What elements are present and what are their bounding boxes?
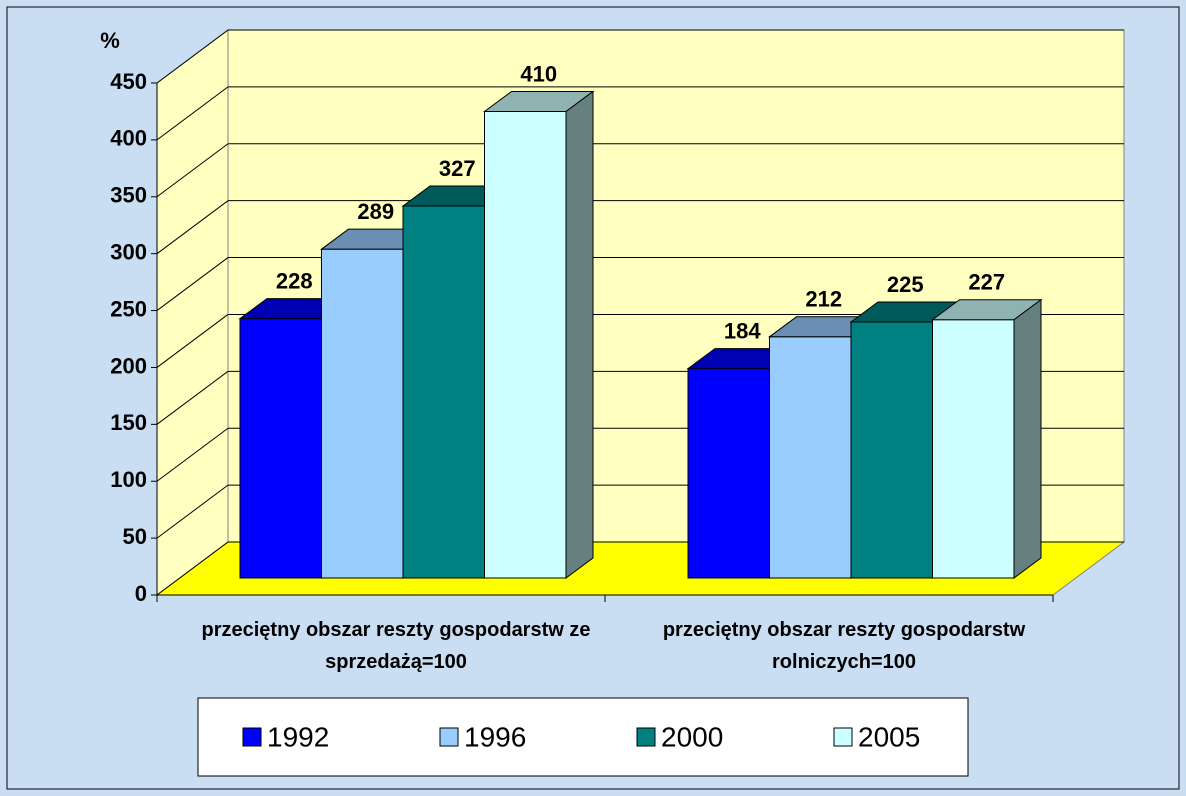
y-tick-label: 200 [110,353,147,378]
bar-front [769,336,852,579]
bar [930,298,1043,579]
legend-swatch [636,727,656,747]
legend-label: 2005 [858,721,920,752]
bar-front [484,111,567,579]
bar-side [565,90,594,579]
bar-side [1013,298,1042,579]
y-tick-label: 450 [110,69,147,94]
data-label: 228 [276,268,313,293]
y-tick-label: 400 [110,126,147,151]
grid-line [156,200,229,255]
bar-front [239,318,322,579]
x-tick-label: przeciętny obszar reszty gospodarstw ze … [201,619,591,673]
legend-swatch [833,727,853,747]
grid-line [156,370,229,425]
bar-front [321,248,404,579]
y-tick-label: 250 [110,296,147,321]
y-tick-label: 300 [110,239,147,264]
y-tick-label: 50 [123,524,147,549]
y-tick-label: 350 [110,183,147,208]
grid-line [156,427,229,482]
bar-front [850,321,933,579]
grid-line [156,29,229,84]
legend-swatch [439,727,459,747]
legend-label: 2000 [661,721,723,752]
y-tick-label: 0 [135,581,147,606]
legend-label: 1992 [267,721,329,752]
side-wall [156,29,229,596]
x-tick-label: przeciętny obszar reszty gospodarstw rol… [662,619,1026,673]
grid-line [156,541,229,596]
grid-line [156,143,229,198]
data-label: 410 [520,61,557,86]
data-label: 184 [724,318,761,343]
y-tick-label: 150 [110,410,147,435]
legend-swatch [242,727,262,747]
legend-label: 1996 [464,721,526,752]
data-label: 212 [805,287,842,312]
bar-front [402,205,485,579]
bar-front [932,319,1015,579]
bar [482,90,595,579]
y-tick-label: 100 [110,467,147,492]
data-label: 227 [968,270,1005,295]
data-label: 225 [887,272,924,297]
data-label: 327 [439,156,476,181]
grid-line [156,314,229,368]
bar-front [687,368,770,579]
grid-line [156,86,229,141]
data-label: 289 [357,199,394,224]
grid-line [156,257,229,311]
grid-line [156,484,229,539]
y-axis-label: % [100,28,120,53]
